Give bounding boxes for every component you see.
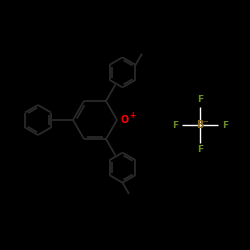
Text: B: B bbox=[196, 120, 204, 130]
Text: F: F bbox=[197, 146, 203, 154]
Text: −: − bbox=[202, 119, 208, 125]
Text: F: F bbox=[197, 96, 203, 104]
Text: O: O bbox=[121, 115, 129, 125]
Text: +: + bbox=[129, 112, 135, 120]
Text: F: F bbox=[222, 120, 228, 130]
Text: F: F bbox=[172, 120, 178, 130]
